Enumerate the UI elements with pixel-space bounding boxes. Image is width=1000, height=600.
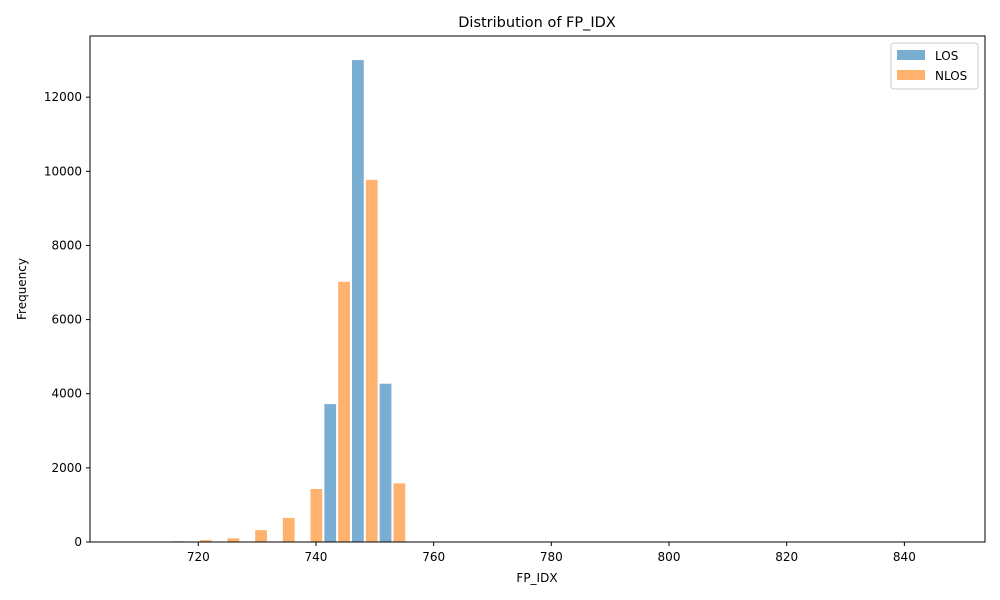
bar-nlos-2	[199, 540, 212, 542]
y-tick-label: 8000	[51, 238, 82, 252]
legend-label-los: LOS	[935, 49, 958, 63]
bar-nlos-3	[227, 538, 240, 542]
y-tick-label: 2000	[51, 461, 82, 475]
bar-nlos-4	[255, 530, 267, 542]
y-axis-label: Frequency	[15, 258, 29, 320]
x-tick-label: 720	[187, 550, 210, 564]
y-tick-label: 10000	[44, 164, 82, 178]
x-tick-label: 740	[305, 550, 328, 564]
x-tick-label: 780	[540, 550, 563, 564]
x-tick-label: 760	[422, 550, 445, 564]
legend-swatch-nlos	[897, 70, 925, 80]
bar-los-9	[379, 383, 392, 542]
y-tick-label: 12000	[44, 90, 82, 104]
bar-nlos-9	[393, 483, 406, 542]
bar-los-7	[324, 404, 337, 542]
x-tick-label: 840	[893, 550, 916, 564]
legend-swatch-los	[897, 50, 925, 60]
bar-nlos-6	[310, 488, 323, 542]
plot-frame	[89, 35, 986, 543]
y-tick-label: 6000	[51, 313, 82, 327]
y-tick-label: 4000	[51, 387, 82, 401]
legend-label-nlos: NLOS	[935, 69, 967, 83]
legend: LOS NLOS	[890, 42, 979, 90]
bars-group	[172, 60, 406, 543]
chart-title: Distribution of FP_IDX	[458, 15, 616, 31]
y-axis-ticks: 0 2000 4000 6000 8000 10000 12000	[44, 90, 90, 549]
bar-nlos-7	[338, 281, 350, 542]
x-tick-label: 800	[658, 550, 681, 564]
y-tick-label: 0	[74, 535, 82, 549]
x-tick-label: 820	[775, 550, 798, 564]
bar-nlos-5	[282, 517, 295, 542]
x-axis-label: FP_IDX	[516, 571, 557, 585]
bar-nlos-8	[365, 179, 378, 543]
x-axis-ticks: 720 740 760 780 800 820 840	[187, 542, 916, 564]
bar-los-8	[352, 60, 364, 542]
